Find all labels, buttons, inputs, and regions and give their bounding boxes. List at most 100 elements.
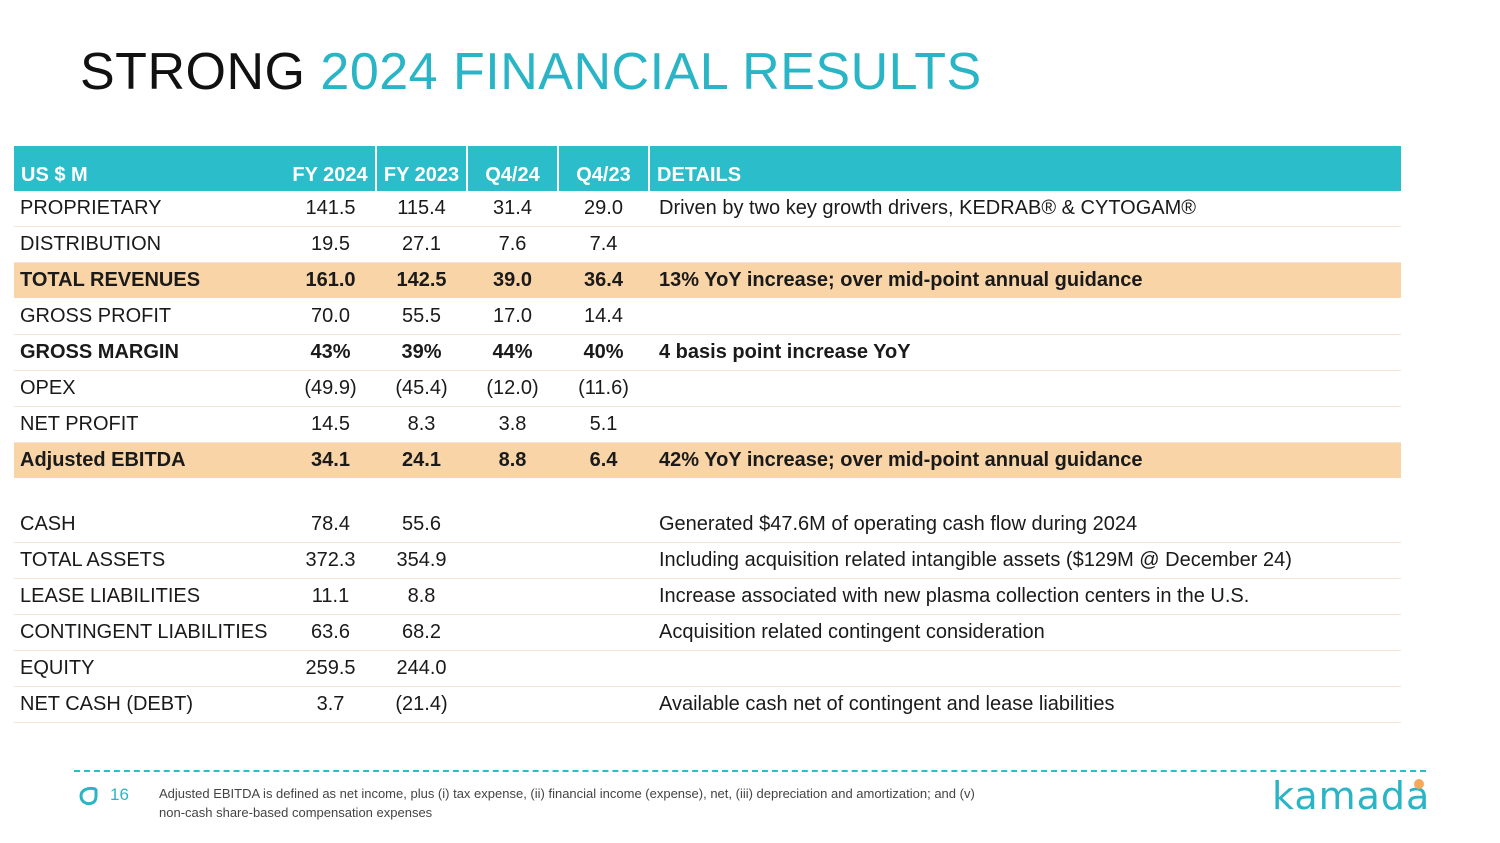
cell-fy2024: 34.1 xyxy=(285,442,376,479)
kamada-logo: kamada xyxy=(1272,774,1431,818)
header-currency: US $ M xyxy=(14,146,285,191)
cell-q423 xyxy=(558,686,649,723)
cell-q424 xyxy=(467,542,558,579)
cell-details: 13% YoY increase; over mid-point annual … xyxy=(649,262,1401,299)
cell-details: 42% YoY increase; over mid-point annual … xyxy=(649,442,1401,479)
title-part-2: 2024 FINANCIAL RESULTS xyxy=(320,43,982,101)
header-details: DETAILS xyxy=(649,146,1401,191)
row-label: GROSS MARGIN xyxy=(14,334,285,371)
table-row-proprietary: PROPRIETARY 141.5 115.4 31.4 29.0 Driven… xyxy=(14,191,1401,227)
page-title: STRONG 2024 FINANCIAL RESULTS xyxy=(80,42,982,102)
row-label: NET PROFIT xyxy=(14,406,285,443)
header-fy2024: FY 2024 xyxy=(285,146,377,191)
cell-fy2023: 39% xyxy=(376,334,467,371)
cell-fy2024: 372.3 xyxy=(285,542,376,579)
cell-q424 xyxy=(467,614,558,651)
cell-q424 xyxy=(467,578,558,615)
table-header-row: US $ M FY 2024 FY 2023 Q4/24 Q4/23 DETAI… xyxy=(14,146,1401,191)
row-label: LEASE LIABILITIES xyxy=(14,578,285,615)
header-q423: Q4/23 xyxy=(558,146,650,191)
cell-details: Acquisition related contingent considera… xyxy=(649,614,1401,651)
cell-fy2023: 354.9 xyxy=(376,542,467,579)
title-part-1: STRONG xyxy=(80,43,306,101)
cell-fy2024: 19.5 xyxy=(285,226,376,263)
cell-fy2024: 14.5 xyxy=(285,406,376,443)
cell-fy2024: 70.0 xyxy=(285,298,376,335)
row-label: CONTINGENT LIABILITIES xyxy=(14,614,285,651)
cell-fy2024: 141.5 xyxy=(285,191,376,227)
cell-fy2023: (45.4) xyxy=(376,370,467,407)
table-row-total-assets: TOTAL ASSETS 372.3 354.9 Including acqui… xyxy=(14,542,1401,579)
row-label: OPEX xyxy=(14,370,285,407)
cell-q424: 17.0 xyxy=(467,298,558,335)
cell-q423: 29.0 xyxy=(558,191,649,227)
cell-fy2023: 55.6 xyxy=(376,507,467,543)
footer-divider xyxy=(74,770,1426,772)
table-row-opex: OPEX (49.9) (45.4) (12.0) (11.6) xyxy=(14,370,1401,407)
cell-fy2023: 142.5 xyxy=(376,262,467,299)
footnote-line-2: non-cash share-based compensation expens… xyxy=(159,805,433,820)
cell-q424: 8.8 xyxy=(467,442,558,479)
cell-fy2024: 3.7 xyxy=(285,686,376,723)
cell-fy2024: 78.4 xyxy=(285,507,376,543)
cell-q424: 7.6 xyxy=(467,226,558,263)
cell-fy2023: 115.4 xyxy=(376,191,467,227)
spacer-cell xyxy=(14,479,1401,508)
cell-q423 xyxy=(558,614,649,651)
cell-q424: 3.8 xyxy=(467,406,558,443)
cell-fy2023: 27.1 xyxy=(376,226,467,263)
logo-dot xyxy=(1414,779,1424,789)
cell-q423: (11.6) xyxy=(558,370,649,407)
table-row-gross-profit: GROSS PROFIT 70.0 55.5 17.0 14.4 xyxy=(14,298,1401,335)
table-row-cash: CASH 78.4 55.6 Generated $47.6M of opera… xyxy=(14,507,1401,543)
header-q424: Q4/24 xyxy=(467,146,559,191)
table-row-adjusted-ebitda: Adjusted EBITDA 34.1 24.1 8.8 6.4 42% Yo… xyxy=(14,442,1401,479)
cell-details xyxy=(649,406,1401,443)
kamada-mark-icon xyxy=(79,786,98,806)
cell-details: 4 basis point increase YoY xyxy=(649,334,1401,371)
cell-fy2024: 11.1 xyxy=(285,578,376,615)
row-label: TOTAL ASSETS xyxy=(14,542,285,579)
cell-q423 xyxy=(558,650,649,687)
page-number: 16 xyxy=(110,785,129,804)
cell-q423: 5.1 xyxy=(558,406,649,443)
cell-fy2023: 8.3 xyxy=(376,406,467,443)
cell-q423 xyxy=(558,578,649,615)
row-label: NET CASH (DEBT) xyxy=(14,686,285,723)
cell-fy2023: 55.5 xyxy=(376,298,467,335)
cell-details xyxy=(649,298,1401,335)
table-row-equity: EQUITY 259.5 244.0 xyxy=(14,650,1401,687)
table-row-contingent-liabilities: CONTINGENT LIABILITIES 63.6 68.2 Acquisi… xyxy=(14,614,1401,651)
cell-q424 xyxy=(467,686,558,723)
cell-details: Generated $47.6M of operating cash flow … xyxy=(649,507,1401,543)
financial-results-table: US $ M FY 2024 FY 2023 Q4/24 Q4/23 DETAI… xyxy=(14,146,1401,723)
cell-q423: 40% xyxy=(558,334,649,371)
cell-details: Including acquisition related intangible… xyxy=(649,542,1401,579)
cell-fy2024: (49.9) xyxy=(285,370,376,407)
cell-q424: 44% xyxy=(467,334,558,371)
row-label: EQUITY xyxy=(14,650,285,687)
table-row-lease-liabilities: LEASE LIABILITIES 11.1 8.8 Increase asso… xyxy=(14,578,1401,615)
table-row-distribution: DISTRIBUTION 19.5 27.1 7.6 7.4 xyxy=(14,226,1401,263)
cell-fy2023: 8.8 xyxy=(376,578,467,615)
cell-q423: 14.4 xyxy=(558,298,649,335)
cell-fy2024: 161.0 xyxy=(285,262,376,299)
cell-fy2024: 259.5 xyxy=(285,650,376,687)
header-fy2023: FY 2023 xyxy=(376,146,468,191)
cell-fy2024: 63.6 xyxy=(285,614,376,651)
cell-q424: (12.0) xyxy=(467,370,558,407)
footnote-line-1: Adjusted EBITDA is defined as net income… xyxy=(159,786,975,801)
row-label: GROSS PROFIT xyxy=(14,298,285,335)
cell-fy2024: 43% xyxy=(285,334,376,371)
cell-details xyxy=(649,370,1401,407)
table-row-total-revenues: TOTAL REVENUES 161.0 142.5 39.0 36.4 13%… xyxy=(14,262,1401,299)
cell-q424: 31.4 xyxy=(467,191,558,227)
cell-details xyxy=(649,226,1401,263)
cell-q423: 36.4 xyxy=(558,262,649,299)
row-label: PROPRIETARY xyxy=(14,191,285,227)
cell-fy2023: (21.4) xyxy=(376,686,467,723)
cell-fy2023: 244.0 xyxy=(376,650,467,687)
cell-details: Available cash net of contingent and lea… xyxy=(649,686,1401,723)
cell-q423 xyxy=(558,507,649,543)
cell-q424 xyxy=(467,650,558,687)
